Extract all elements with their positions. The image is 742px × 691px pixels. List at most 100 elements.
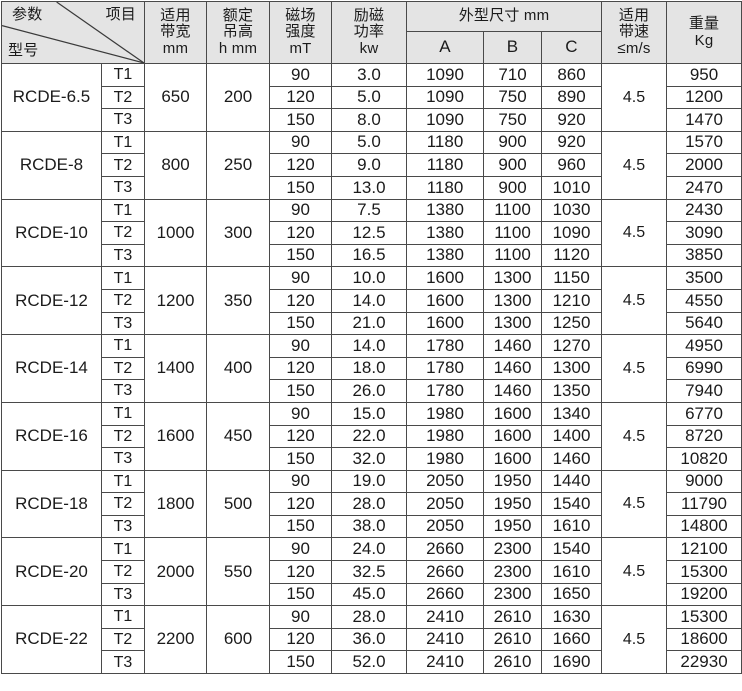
table-row: T3 150 38.0 2050 1950 1610 14800 xyxy=(2,514,742,539)
cell-model: RCDE-16 xyxy=(1,401,102,471)
cell-belt-speed: 4.5 xyxy=(601,334,668,403)
cell-weight: 1570 xyxy=(666,130,742,155)
cell-item-code: T2 xyxy=(101,356,145,381)
cell-dim-b: 1100 xyxy=(483,198,542,223)
table-row: T3 150 21.0 1600 1300 1250 5640 xyxy=(2,311,742,336)
header-lift-height: 额定 吊高 h mm xyxy=(206,1,270,64)
cell-item-code: T3 xyxy=(101,108,145,132)
table-header: 参数 项目 型号 适用 带宽 mm 额定 吊高 h mm xyxy=(1,1,742,64)
cell-weight: 4550 xyxy=(666,288,742,313)
cell-exciting-power: 12.5 xyxy=(331,221,407,245)
cell-weight: 15300 xyxy=(666,560,742,584)
table-row: T2 120 14.0 1600 1300 1210 4550 xyxy=(2,288,742,313)
corner-label-parameter: 参数 xyxy=(12,6,43,23)
table-row: RCDE-18 T1 1800 500 90 19.0 2050 1950 1440 4.5 900… xyxy=(1,469,742,539)
cell-model: RCDE-12 xyxy=(1,266,102,336)
cell-dim-b: 1950 xyxy=(483,492,542,516)
table-row: T3 150 45.0 2660 2300 1650 19200 xyxy=(2,582,742,607)
cell-model: RCDE-20 xyxy=(1,537,102,607)
cell-dim-b: 710 xyxy=(483,63,542,87)
table-row: T2 120 5.0 1090 750 890 1200 xyxy=(2,85,742,110)
cell-dim-c: 1010 xyxy=(540,175,603,200)
cell-dim-b: 1950 xyxy=(483,514,542,539)
cell-model: RCDE-14 xyxy=(1,334,102,403)
table-row: RCDE-12 T1 1200 350 90 10.0 1600 1300 1150 4.5 350… xyxy=(1,266,742,336)
cell-dim-c: 1540 xyxy=(540,492,603,516)
cell-weight: 22930 xyxy=(666,650,742,675)
cell-field-strength: 150 xyxy=(269,514,332,539)
cell-dim-a: 2660 xyxy=(406,537,484,562)
cell-dim-b: 750 xyxy=(483,85,542,110)
cell-item-code: T3 xyxy=(101,379,145,403)
cell-dim-c: 1540 xyxy=(540,537,603,562)
header-exciting-power-line1: 励磁 xyxy=(353,7,385,25)
cell-dim-b: 1460 xyxy=(483,379,542,403)
cell-field-strength: 150 xyxy=(269,650,332,675)
cell-dim-c: 1210 xyxy=(540,288,603,313)
cell-exciting-power: 15.0 xyxy=(331,401,407,426)
table-body: RCDE-6.5 T1 650 200 90 3.0 1090 710 860 4.5 950 T2 1… xyxy=(1,63,742,675)
cell-belt-width: 1200 xyxy=(144,266,207,336)
header-weight: 重量 Kg xyxy=(666,1,742,64)
cell-belt-speed: 4.5 xyxy=(601,605,668,675)
cell-item-code: T3 xyxy=(101,311,145,336)
cell-dim-b: 750 xyxy=(483,108,542,132)
cell-weight: 10820 xyxy=(666,447,742,471)
cell-exciting-power: 19.0 xyxy=(331,469,407,494)
cell-weight: 9000 xyxy=(666,469,742,494)
table-row: RCDE-6.5 T1 650 200 90 3.0 1090 710 860 4.5 950 xyxy=(1,63,742,132)
cell-item-code: T2 xyxy=(101,85,145,110)
cell-dim-c: 1090 xyxy=(540,221,603,245)
cell-dim-b: 1300 xyxy=(483,266,542,290)
cell-exciting-power: 13.0 xyxy=(331,175,407,200)
table-row: T2 120 36.0 2410 2610 1660 18600 xyxy=(2,627,742,652)
cell-item-code: T1 xyxy=(101,130,145,155)
cell-lift-height: 400 xyxy=(206,334,270,403)
cell-item-code: T2 xyxy=(101,627,145,652)
cell-exciting-power: 16.5 xyxy=(331,243,407,268)
header-row-top: 参数 项目 型号 适用 带宽 mm 额定 吊高 h mm xyxy=(1,1,742,64)
cell-weight: 950 xyxy=(666,63,742,87)
cell-field-strength: 120 xyxy=(269,356,332,381)
cell-exciting-power: 9.0 xyxy=(331,153,407,177)
cell-dim-c: 1650 xyxy=(540,582,603,607)
cell-exciting-power: 18.0 xyxy=(331,356,407,381)
header-belt-speed-line2: 带速 xyxy=(618,23,650,41)
cell-dim-c: 1030 xyxy=(540,198,603,223)
header-dimensions-group: 外型尺寸 mm xyxy=(405,1,603,32)
table-row: RCDE-20 T1 2000 550 90 24.0 2660 2300 1540 4.5 121… xyxy=(1,537,742,607)
cell-dim-a: 1380 xyxy=(406,198,484,223)
cell-field-strength: 120 xyxy=(269,424,332,449)
cell-dim-b: 1100 xyxy=(483,221,542,245)
cell-field-strength: 90 xyxy=(269,63,332,87)
corner-label-model: 型号 xyxy=(8,41,39,59)
cell-dim-b: 900 xyxy=(483,175,542,200)
cell-item-code: T1 xyxy=(101,469,145,494)
cell-dim-b: 900 xyxy=(483,130,542,155)
cell-dim-c: 890 xyxy=(540,85,603,110)
cell-dim-c: 860 xyxy=(540,63,603,87)
cell-dim-c: 1690 xyxy=(540,650,603,675)
cell-dim-a: 1980 xyxy=(406,424,484,449)
cell-belt-width: 1800 xyxy=(144,469,207,539)
cell-dim-a: 1380 xyxy=(406,221,484,245)
cell-field-strength: 90 xyxy=(269,469,332,494)
cell-weight: 19200 xyxy=(666,582,742,607)
header-dim-a: A xyxy=(406,31,484,64)
cell-dim-c: 1610 xyxy=(540,560,603,584)
cell-dim-b: 900 xyxy=(483,153,542,177)
cell-weight: 12100 xyxy=(666,537,742,562)
cell-dim-b: 1950 xyxy=(483,469,542,494)
header-belt-speed-line1: 适用 xyxy=(618,7,650,25)
cell-exciting-power: 28.0 xyxy=(331,605,407,629)
cell-dim-b: 2300 xyxy=(483,582,542,607)
cell-item-code: T2 xyxy=(101,221,145,245)
cell-weight: 2430 xyxy=(666,198,742,223)
table-row: T2 120 22.0 1980 1600 1400 8720 xyxy=(2,424,742,449)
cell-item-code: T2 xyxy=(101,492,145,516)
cell-dim-c: 1350 xyxy=(540,379,603,403)
table-row: RCDE-14 T1 1400 400 90 14.0 1780 1460 1270 4.5 495… xyxy=(1,334,742,403)
table-row: T2 120 18.0 1780 1460 1300 6990 xyxy=(2,356,742,381)
corner-diagonal-header: 参数 项目 型号 xyxy=(1,1,145,64)
cell-weight: 14800 xyxy=(666,514,742,539)
